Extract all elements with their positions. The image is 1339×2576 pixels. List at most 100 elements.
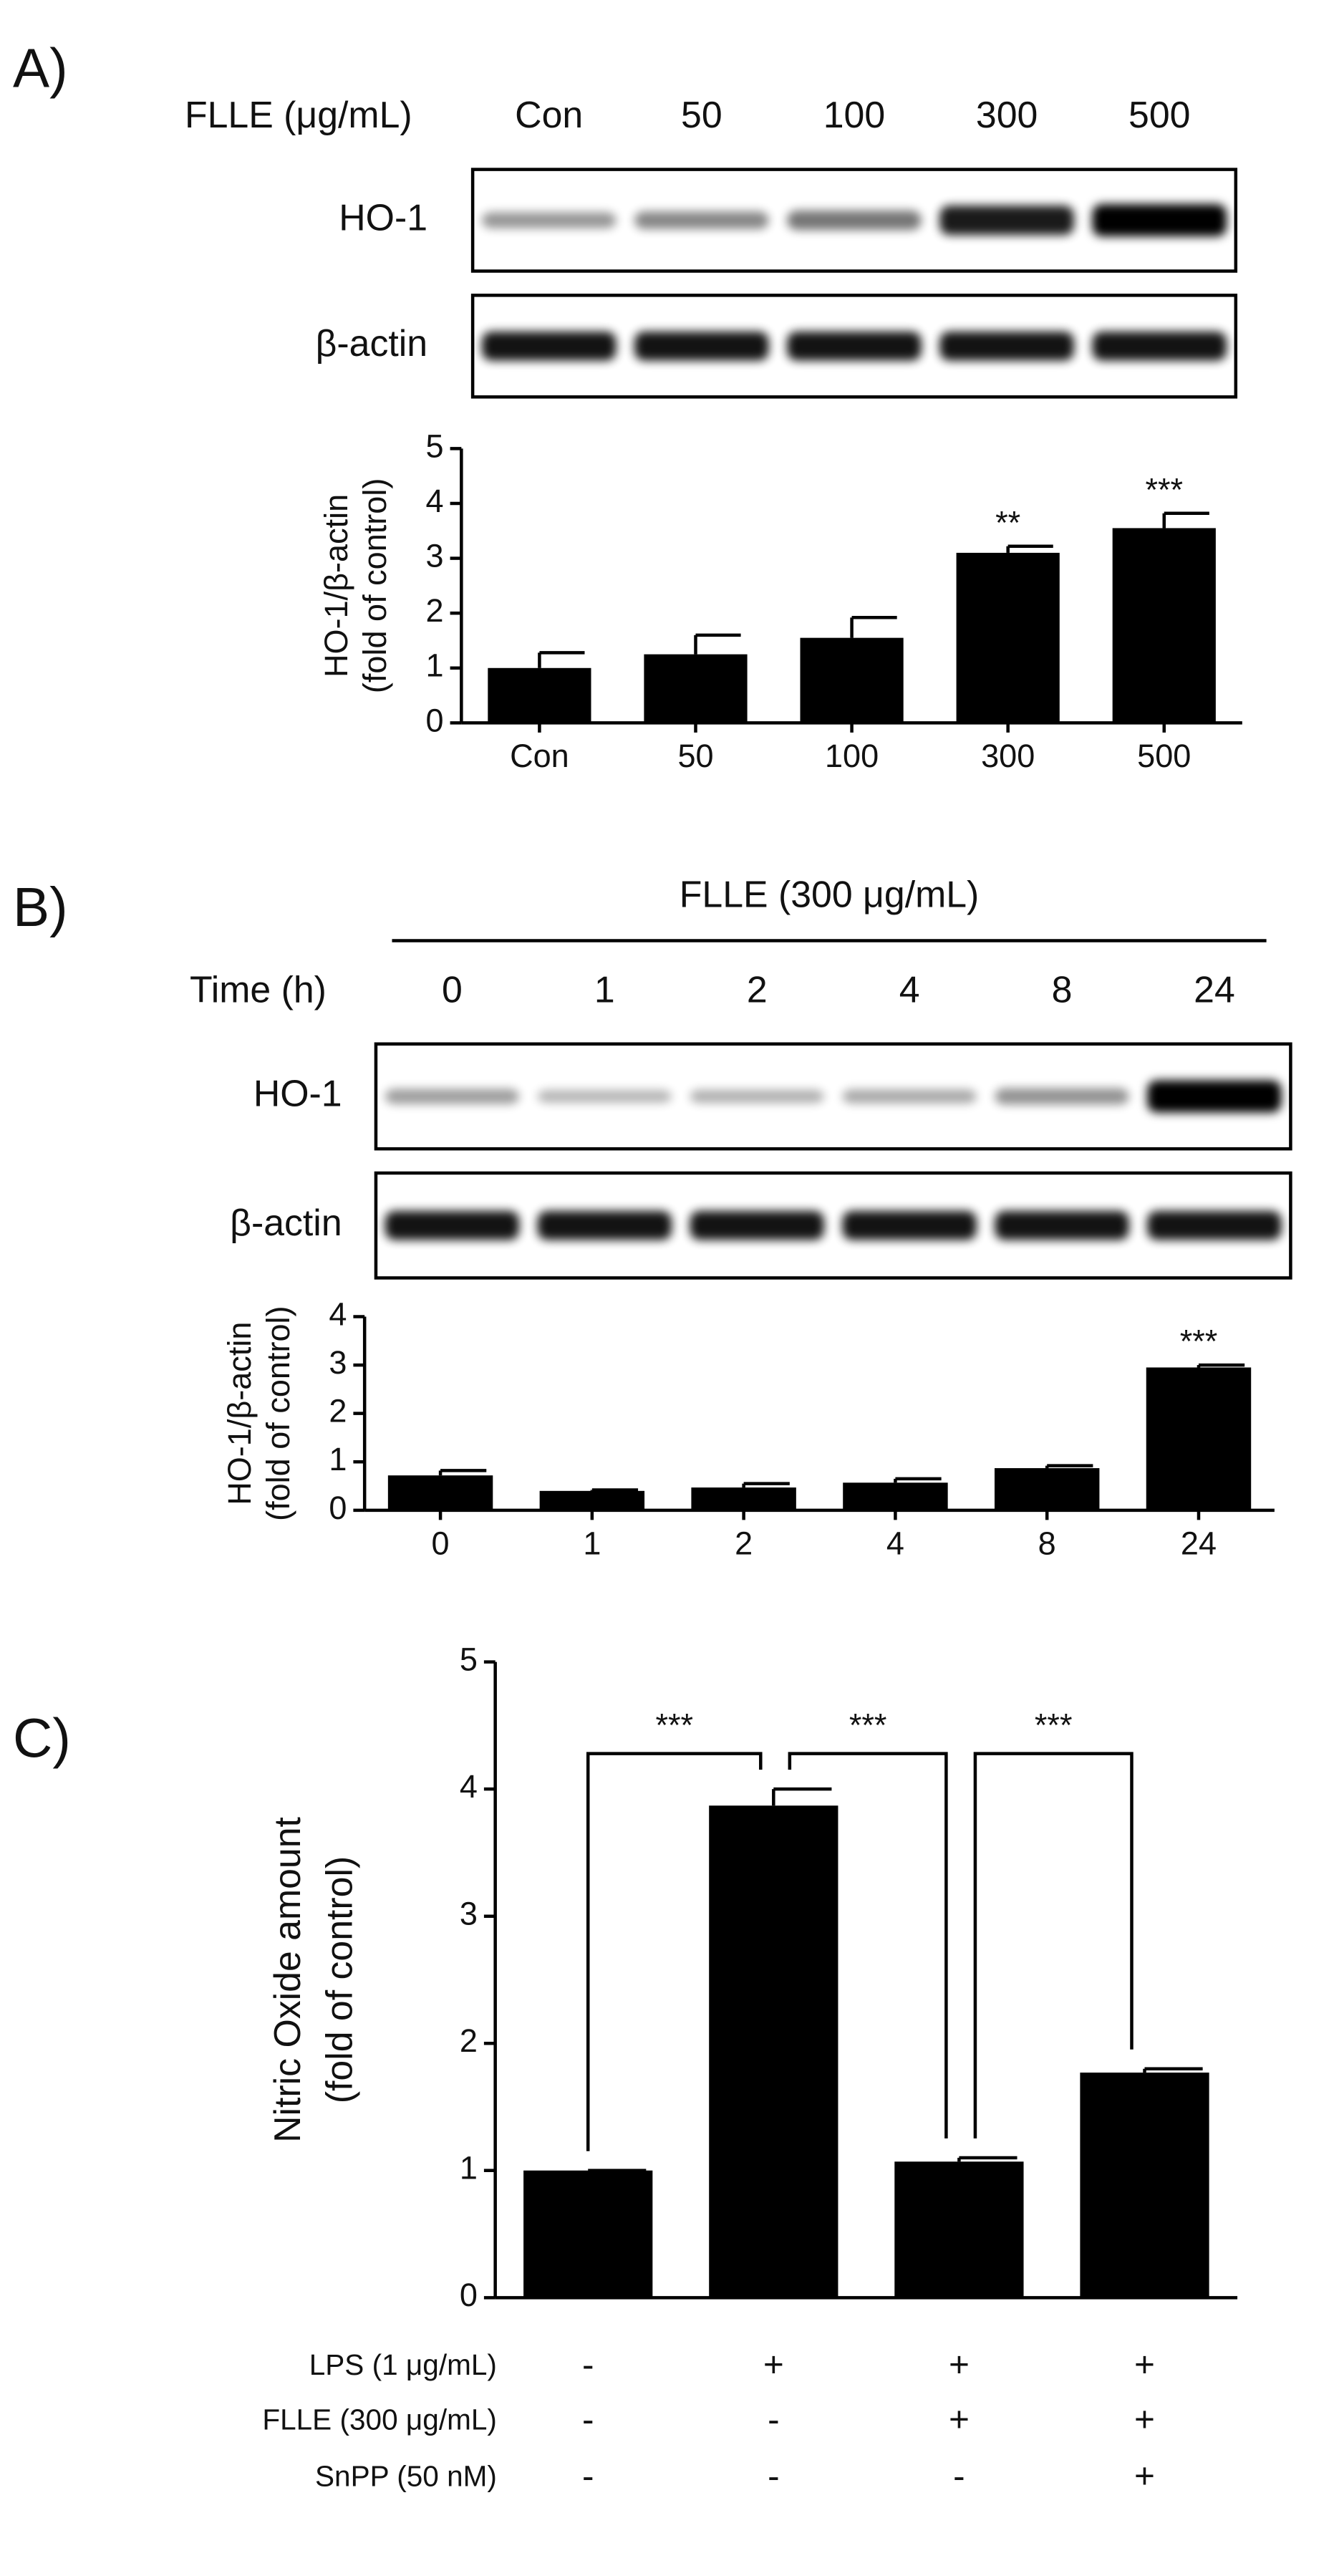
treatment-sign: - (953, 2456, 965, 2496)
x-tick-label: 500 (1137, 738, 1191, 774)
comparison-bracket (586, 1752, 763, 2151)
significance-label: *** (1180, 1323, 1218, 1360)
y-tick-label: 3 (426, 537, 444, 574)
bar (994, 1468, 1100, 1510)
blot-band (1092, 332, 1227, 361)
lane-label: 4 (899, 968, 920, 1010)
lane-label: 8 (1052, 968, 1073, 1010)
treatment-sign: + (763, 2344, 784, 2384)
blot-band (690, 1089, 824, 1104)
blot-band (385, 1089, 520, 1104)
bar (691, 1487, 796, 1510)
lane-label: 1 (594, 968, 615, 1010)
blot-band (634, 332, 769, 361)
y-tick-label: 1 (426, 647, 444, 684)
bar (709, 1805, 838, 2298)
blot-band (1147, 1080, 1282, 1113)
y-tick-label: 0 (426, 702, 444, 738)
bar (539, 1490, 645, 1510)
lane-label: 100 (823, 94, 885, 135)
treatment-sign: - (582, 2399, 594, 2439)
blot-band (634, 211, 769, 229)
x-tick-label: Con (510, 738, 569, 774)
blot-row-label: HO-1 (339, 196, 427, 238)
bar (488, 667, 591, 723)
bar (523, 2170, 653, 2298)
x-tick-label: 24 (1181, 1525, 1217, 1561)
treatment-name: SnPP (50 nM) (315, 2459, 497, 2492)
y-tick-label: 2 (460, 2022, 478, 2059)
blot-band (995, 1210, 1129, 1240)
lane-header-title: Time (h) (190, 968, 327, 1010)
bar (843, 1482, 948, 1510)
bar (800, 637, 904, 723)
blot-band (995, 1088, 1129, 1105)
panel-label: A) (13, 39, 68, 100)
bar (1080, 2073, 1209, 2298)
lane-label: 24 (1194, 968, 1235, 1010)
bar (1146, 1367, 1252, 1510)
blot-band (481, 332, 617, 361)
blot-band (842, 1089, 977, 1104)
x-tick-label: 4 (886, 1525, 904, 1561)
y-tick-label: 2 (426, 592, 444, 629)
lane-label: 500 (1128, 94, 1190, 135)
x-tick-label: 2 (735, 1525, 753, 1561)
y-axis-label: (fold of control) (260, 1306, 296, 1520)
blot-band (842, 1210, 977, 1240)
blot-band (1092, 204, 1227, 237)
treatment-name: FLLE (300 μg/mL) (262, 2403, 497, 2436)
lane-header-title: FLLE (μg/mL) (185, 94, 412, 135)
lane-label: 2 (747, 968, 768, 1010)
bar (644, 654, 748, 723)
y-tick-label: 1 (460, 2150, 478, 2186)
treatment-sign: - (768, 2399, 780, 2439)
x-tick-label: 1 (583, 1525, 601, 1561)
blot-band (481, 212, 617, 228)
treatment-sign: + (949, 2399, 970, 2439)
blot-band (787, 210, 922, 231)
treatment-sign: - (768, 2456, 780, 2496)
y-axis-label: HO-1/β-actin (221, 1322, 258, 1505)
panel-label: C) (13, 1709, 71, 1770)
blot-frame (374, 1042, 1292, 1151)
comparison-label: *** (655, 1707, 693, 1743)
blot-band (939, 332, 1074, 361)
blot-band (690, 1210, 824, 1240)
x-tick-label: 50 (677, 738, 713, 774)
blot-band (1147, 1210, 1282, 1240)
panel-label: B) (13, 877, 68, 938)
bar (1112, 528, 1216, 723)
y-tick-label: 3 (329, 1344, 347, 1381)
x-tick-label: 100 (825, 738, 879, 774)
bar (894, 2161, 1024, 2298)
lane-label: 0 (442, 968, 463, 1010)
blot-band (939, 206, 1074, 236)
treatment-sign: + (1134, 2399, 1155, 2439)
y-tick-label: 0 (329, 1490, 347, 1526)
x-tick-label: 8 (1038, 1525, 1056, 1561)
blot-band (787, 332, 922, 361)
y-tick-label: 0 (460, 2277, 478, 2313)
blot-band (385, 1210, 520, 1240)
blot-row-label: HO-1 (253, 1073, 342, 1114)
y-tick-label: 5 (426, 428, 444, 464)
blot-frame (374, 1171, 1292, 1280)
blot-band (537, 1090, 672, 1103)
y-tick-label: 5 (460, 1641, 478, 1678)
blot-row-label: β-actin (230, 1202, 342, 1243)
significance-label: ** (995, 504, 1020, 541)
treatment-sign: + (949, 2344, 970, 2384)
comparison-label: *** (849, 1707, 887, 1743)
y-axis-label: HO-1/β-actin (318, 494, 354, 677)
comparison-bracket (788, 1752, 948, 2138)
treatment-title: FLLE (300 μg/mL) (680, 873, 980, 915)
y-axis-label: Nitric Oxide amount (266, 1816, 308, 2142)
treatment-sign: - (582, 2344, 594, 2384)
blot-band (537, 1210, 672, 1240)
lane-label: Con (515, 94, 583, 135)
lane-label: 50 (681, 94, 722, 135)
x-tick-label: 0 (432, 1525, 450, 1561)
